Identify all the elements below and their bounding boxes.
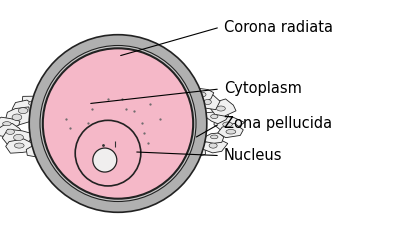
Polygon shape xyxy=(180,144,206,158)
Polygon shape xyxy=(39,84,65,95)
Ellipse shape xyxy=(29,35,207,212)
Ellipse shape xyxy=(211,114,218,119)
Polygon shape xyxy=(38,148,64,166)
Ellipse shape xyxy=(142,159,152,164)
Polygon shape xyxy=(176,82,199,97)
Polygon shape xyxy=(22,96,47,111)
Polygon shape xyxy=(153,153,178,168)
Polygon shape xyxy=(77,73,100,92)
Ellipse shape xyxy=(180,155,188,161)
Ellipse shape xyxy=(43,48,193,199)
Polygon shape xyxy=(204,133,224,143)
Ellipse shape xyxy=(83,81,93,87)
Polygon shape xyxy=(189,88,214,101)
Polygon shape xyxy=(97,75,117,86)
Polygon shape xyxy=(206,112,228,124)
Polygon shape xyxy=(94,159,123,173)
Polygon shape xyxy=(202,138,228,153)
Text: Cytoplasm: Cytoplasm xyxy=(224,82,302,96)
Polygon shape xyxy=(26,144,52,158)
Ellipse shape xyxy=(84,158,93,163)
Polygon shape xyxy=(12,100,36,118)
Ellipse shape xyxy=(2,122,11,126)
Ellipse shape xyxy=(40,97,48,102)
Polygon shape xyxy=(57,155,78,167)
Polygon shape xyxy=(34,90,53,105)
Polygon shape xyxy=(133,80,158,93)
Ellipse shape xyxy=(12,114,22,121)
Ellipse shape xyxy=(140,84,148,89)
Ellipse shape xyxy=(106,79,113,82)
Polygon shape xyxy=(79,154,105,168)
Polygon shape xyxy=(0,124,24,138)
Ellipse shape xyxy=(210,135,218,139)
Ellipse shape xyxy=(179,87,188,92)
Ellipse shape xyxy=(226,129,236,134)
Ellipse shape xyxy=(160,85,168,91)
Ellipse shape xyxy=(216,106,225,111)
Ellipse shape xyxy=(223,122,232,127)
Ellipse shape xyxy=(36,149,44,155)
Ellipse shape xyxy=(14,143,24,148)
Polygon shape xyxy=(218,123,243,138)
Polygon shape xyxy=(0,117,20,130)
Ellipse shape xyxy=(28,101,38,106)
Polygon shape xyxy=(58,81,88,99)
Ellipse shape xyxy=(40,45,196,202)
Ellipse shape xyxy=(14,134,24,141)
Ellipse shape xyxy=(204,100,211,104)
Polygon shape xyxy=(134,155,159,170)
Ellipse shape xyxy=(189,146,199,152)
Polygon shape xyxy=(214,116,244,133)
Polygon shape xyxy=(210,99,236,116)
Ellipse shape xyxy=(69,87,78,93)
Ellipse shape xyxy=(93,148,117,172)
Ellipse shape xyxy=(47,156,56,161)
Ellipse shape xyxy=(75,120,141,186)
Polygon shape xyxy=(5,107,30,126)
Polygon shape xyxy=(2,129,34,149)
Polygon shape xyxy=(174,148,196,166)
Polygon shape xyxy=(116,74,140,92)
Ellipse shape xyxy=(197,92,206,97)
Text: Zona pellucida: Zona pellucida xyxy=(224,116,332,131)
Polygon shape xyxy=(154,78,176,95)
Ellipse shape xyxy=(123,81,132,85)
Ellipse shape xyxy=(162,159,170,165)
Ellipse shape xyxy=(6,129,14,134)
Text: Corona radiata: Corona radiata xyxy=(224,20,333,35)
Ellipse shape xyxy=(209,143,217,148)
Ellipse shape xyxy=(103,164,112,168)
Ellipse shape xyxy=(123,162,132,166)
Ellipse shape xyxy=(47,88,56,92)
Ellipse shape xyxy=(65,160,72,164)
Text: Nucleus: Nucleus xyxy=(224,148,282,163)
Polygon shape xyxy=(196,94,220,110)
Polygon shape xyxy=(6,139,34,153)
Ellipse shape xyxy=(18,108,28,114)
Polygon shape xyxy=(113,157,140,171)
